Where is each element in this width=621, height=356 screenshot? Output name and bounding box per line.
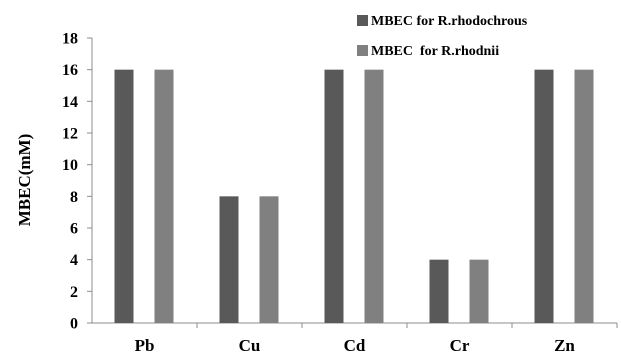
bars <box>114 69 594 324</box>
y-tick-label: 4 <box>70 252 78 269</box>
bar-zn-series-2 <box>574 69 594 324</box>
x-category-label: Zn <box>554 336 575 355</box>
legend-swatch-2 <box>357 45 368 56</box>
x-category-label: Cu <box>239 336 261 355</box>
bar-cu-series-2 <box>259 196 279 323</box>
y-tick-label: 0 <box>70 316 78 333</box>
bar-cr-series-1 <box>429 259 449 323</box>
legend-label-2: MBEC for R.rhodnii <box>371 44 499 59</box>
legend-swatch-1 <box>357 15 368 26</box>
bar-zn-series-1 <box>534 69 554 324</box>
legend: MBEC for R.rhodochrous MBEC for R.rhodnii <box>357 14 528 59</box>
bar-cd-series-2 <box>364 69 384 324</box>
y-tick-label: 18 <box>62 31 78 48</box>
x-category-label: Cd <box>344 336 366 355</box>
y-tick-labels: 0 2 4 6 8 10 12 14 16 18 <box>62 31 78 333</box>
bar-pb-series-1 <box>114 69 134 324</box>
axes <box>87 37 618 328</box>
bar-cd-series-1 <box>324 69 344 324</box>
legend-label-1: MBEC for R.rhodochrous <box>371 14 528 29</box>
bar-cu-series-1 <box>219 196 239 323</box>
y-tick-label: 8 <box>70 189 78 206</box>
x-category-label: Pb <box>135 336 155 355</box>
x-category-label: Cr <box>450 336 470 355</box>
y-tick-label: 10 <box>62 157 78 174</box>
y-tick-label: 16 <box>62 62 78 79</box>
bar-cr-series-2 <box>469 259 489 323</box>
y-tick-label: 12 <box>62 126 78 143</box>
y-tick-label: 14 <box>62 94 78 111</box>
y-axis-title: MBEC(mM) <box>15 134 34 227</box>
y-tick-label: 2 <box>70 284 78 301</box>
bar-pb-series-2 <box>154 69 174 324</box>
y-tick-label: 6 <box>70 221 78 238</box>
x-category-labels: Pb Cu Cd Cr Zn <box>135 336 576 355</box>
